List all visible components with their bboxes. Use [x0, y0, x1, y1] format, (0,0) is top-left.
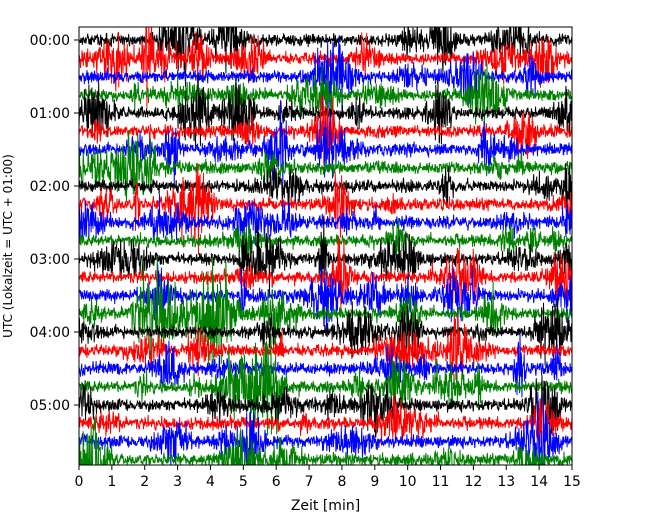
x-tick-label: 9 — [370, 474, 379, 490]
x-tick-label: 6 — [272, 474, 281, 490]
trace-line — [79, 375, 572, 438]
x-tick-label: 0 — [75, 474, 84, 490]
trace-line — [79, 129, 572, 203]
plot-frame — [78, 26, 573, 466]
trace-line — [79, 100, 572, 189]
trace-line — [79, 63, 572, 142]
y-tick-label: 04:00 — [30, 325, 70, 341]
x-tick-label: 4 — [206, 474, 215, 490]
y-tick-label: 05:00 — [30, 398, 70, 414]
x-tick-label: 14 — [530, 474, 548, 490]
trace-line — [79, 163, 572, 255]
trace-line — [79, 391, 572, 465]
x-tick-label: 8 — [337, 474, 346, 490]
trace-line — [79, 263, 572, 337]
x-tick-label: 11 — [432, 474, 450, 490]
x-tick-label: 3 — [173, 474, 182, 490]
x-tick-label: 2 — [140, 474, 149, 490]
y-tick-label: 00:00 — [30, 33, 70, 49]
trace-line — [79, 93, 572, 165]
x-axis-title: Zeit [min] — [291, 498, 360, 514]
trace-line — [79, 393, 572, 446]
trace-line — [79, 27, 572, 88]
x-tick-label: 1 — [107, 474, 116, 490]
trace-line — [79, 315, 572, 383]
trace-line — [79, 215, 572, 300]
trace-line — [79, 333, 572, 436]
trace-line — [79, 218, 572, 260]
trace-line — [79, 332, 572, 398]
y-axis-title: UTC (Lokalzeit = UTC + 01:00) — [1, 154, 15, 338]
x-tick-label: 15 — [563, 474, 581, 490]
y-tick-label: 01:00 — [30, 106, 70, 122]
x-tick-label: 12 — [464, 474, 482, 490]
trace-line — [79, 254, 572, 371]
trace-line — [79, 298, 572, 366]
trace-line — [79, 194, 572, 246]
y-tick-label: 02:00 — [30, 179, 70, 195]
y-axis-ticks: 00:00 01:00 02:00 03:00 04:00 05:00 — [30, 33, 79, 414]
x-tick-label: 7 — [305, 474, 314, 490]
trace-line — [79, 27, 572, 108]
x-tick-label: 13 — [497, 474, 515, 490]
trace-line — [79, 163, 572, 216]
x-axis-ticks: 0 1 2 3 4 5 6 7 8 9 10 11 12 13 14 15 — [75, 465, 581, 490]
x-tick-label: 10 — [399, 474, 417, 490]
y-tick-label: 03:00 — [30, 252, 70, 268]
x-tick-label: 5 — [239, 474, 248, 490]
seismic-traces — [79, 27, 572, 465]
trace-line — [79, 416, 572, 465]
